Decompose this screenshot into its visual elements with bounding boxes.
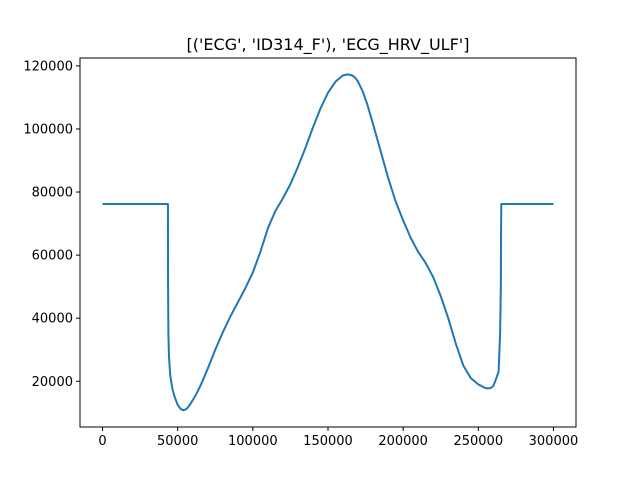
x-tick-label: 300000: [529, 434, 579, 449]
x-tick-label: 0: [98, 434, 106, 449]
y-tick-label: 100000: [23, 122, 73, 137]
x-tick-label: 250000: [453, 434, 503, 449]
series-line: [102, 73, 554, 412]
y-tick-label: 60000: [32, 249, 73, 264]
y-tick-label: 80000: [32, 186, 73, 201]
x-axis-ticks: 0 50000 100000 150000 200000 250000 300000: [98, 427, 578, 449]
x-tick-label: 200000: [378, 434, 428, 449]
y-axis-ticks: 20000 40000 60000 80000 100000 120000: [23, 59, 80, 390]
x-tick-label: 50000: [157, 434, 198, 449]
y-tick-label: 120000: [23, 59, 73, 74]
plot-area-frame: [79, 57, 577, 428]
x-tick-label: 100000: [228, 434, 278, 449]
y-tick-label: 20000: [32, 375, 73, 390]
y-tick-label: 40000: [32, 312, 73, 327]
x-tick-label: 150000: [303, 434, 353, 449]
chart-title: [('ECG', 'ID314_F'), 'ECG_HRV_ULF']: [187, 35, 470, 55]
